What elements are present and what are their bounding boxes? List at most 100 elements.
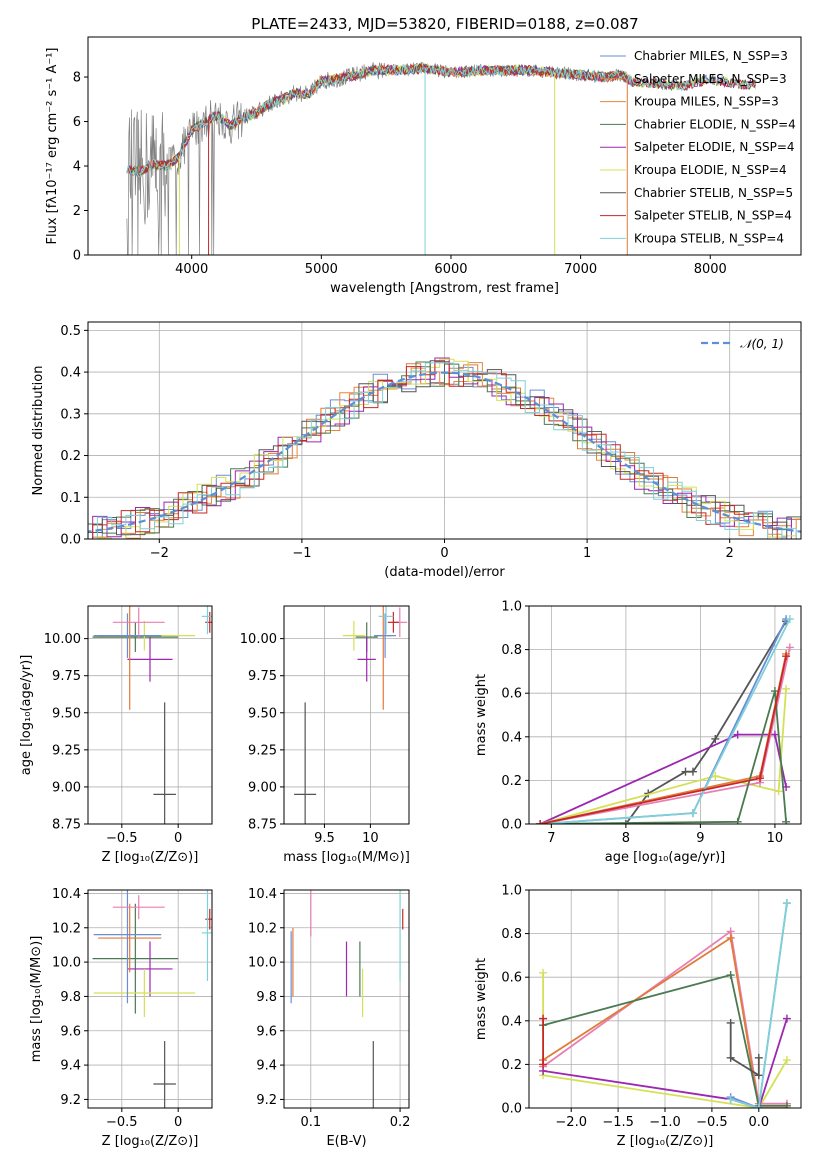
mass-weight-point xyxy=(726,1053,735,1062)
model-spectrum-line xyxy=(126,62,757,177)
y-axis-label: Normed distribution xyxy=(31,366,46,496)
mass-weight-point xyxy=(711,772,720,781)
mass-weight-vs-age-panel: 7 8 9 10 0.0 0.2 0.4 0.6 0.8 1.0 age [log₁₀(age/yr… xyxy=(474,600,802,865)
mass-weight-point xyxy=(774,787,783,796)
x-axis-label: age [log₁₀(age/yr)] xyxy=(605,850,726,865)
mass-weight-point xyxy=(782,1056,791,1065)
x-tick-label: 0.0 xyxy=(748,1115,769,1130)
mass-weight-point xyxy=(756,774,765,783)
x-tick-label: 0 xyxy=(174,1115,182,1130)
y-tick-label: 10.0 xyxy=(248,956,277,971)
x-tick-label: −0.5 xyxy=(106,831,138,846)
x-tick-label: 9.5 xyxy=(314,831,335,846)
y-tick-label: 9.4 xyxy=(256,1059,277,1074)
x-axis-label: (data-model)/error xyxy=(384,565,505,580)
y-axis-label: mass weight xyxy=(474,674,489,756)
mass-weight-line xyxy=(730,902,788,1108)
mass-weight-point xyxy=(733,817,742,824)
x-axis-label: Z [log₁₀(Z/Z⊙)] xyxy=(102,1134,199,1149)
legend-label: Salpeter STELIB, N_SSP=4 xyxy=(634,209,792,223)
y-tick-label: 9.50 xyxy=(52,706,81,721)
y-tick-label: 9.25 xyxy=(52,743,81,758)
mass-weight-point xyxy=(770,730,779,739)
mass-weight-point xyxy=(785,615,794,624)
mass-weight-point xyxy=(536,820,545,824)
plot-frame xyxy=(283,889,410,1109)
x-tick-label: −1.5 xyxy=(602,1115,634,1130)
y-axis-label: age [log₁₀(age/yr)] xyxy=(19,655,34,776)
x-tick-label: −0.5 xyxy=(696,1115,728,1130)
legend-label: 𝒩(0, 1) xyxy=(740,337,784,351)
y-tick-label: 0.0 xyxy=(501,1102,522,1117)
y-tick-label: 0.3 xyxy=(60,407,81,422)
y-tick-label: 10.00 xyxy=(240,632,277,647)
mass-weight-point xyxy=(621,820,630,824)
y-tick-label: 9.4 xyxy=(60,1059,81,1074)
x-tick-label: −2.0 xyxy=(555,1115,587,1130)
legend-label: Chabrier STELIB, N_SSP=5 xyxy=(634,186,793,200)
spectrum-title: PLATE=2433, MJD=53820, FIBERID=0188, z=0… xyxy=(251,15,638,33)
mass-weight-point xyxy=(681,767,690,776)
x-tick-label: 0 xyxy=(174,831,182,846)
y-tick-label: 9.75 xyxy=(248,669,277,684)
y-tick-label: 0.8 xyxy=(501,643,522,658)
legend-label: Chabrier ELODIE, N_SSP=4 xyxy=(634,117,796,131)
y-tick-label: 10.00 xyxy=(44,632,81,647)
x-tick-label: 0.2 xyxy=(390,1115,411,1130)
legend-label: Salpeter ELODIE, N_SSP=4 xyxy=(634,140,795,154)
plot-area xyxy=(536,615,794,824)
y-tick-label: 8.75 xyxy=(248,818,277,833)
y-tick-label: 10.2 xyxy=(52,921,81,936)
plot-area xyxy=(294,606,408,824)
mass-weight-point xyxy=(754,1104,763,1108)
mass-weight-point xyxy=(688,767,697,776)
y-tick-label: 9.8 xyxy=(256,990,277,1005)
plot-frame xyxy=(87,889,213,1109)
x-tick-label: 7 xyxy=(547,831,555,846)
y-tick-label: 0.4 xyxy=(501,1014,522,1029)
x-tick-label: −1.0 xyxy=(649,1115,681,1130)
y-tick-label: 6 xyxy=(73,115,81,130)
y-tick-label: 0.2 xyxy=(60,449,81,464)
mass-weight-point xyxy=(688,809,697,818)
plot-area xyxy=(126,61,757,255)
mass-vs-ebv-panel: 0.1 0.2 9.2 9.4 9.6 9.8 10.0 10.2 10.4 E(B-V) xyxy=(248,887,411,1149)
y-tick-label: 9.50 xyxy=(248,706,277,721)
y-tick-label: 0 xyxy=(73,249,81,264)
x-tick-label: 0.1 xyxy=(300,1115,321,1130)
y-tick-label: 0.5 xyxy=(60,324,81,339)
mass-weight-point xyxy=(770,687,779,696)
y-tick-label: 1.0 xyxy=(501,884,522,899)
y-axis-label: mass weight xyxy=(474,958,489,1040)
mass-weight-point xyxy=(754,1053,763,1062)
y-tick-label: 0.4 xyxy=(501,730,522,745)
mass-weight-line xyxy=(540,620,787,824)
y-tick-label: 9.00 xyxy=(248,780,277,795)
y-tick-label: 0.0 xyxy=(501,818,522,833)
x-tick-label: 4000 xyxy=(175,262,208,277)
x-tick-label: 8000 xyxy=(694,262,727,277)
x-axis-label: mass [log₁₀(M/M⊙)] xyxy=(283,850,410,865)
x-tick-label: 6000 xyxy=(434,262,467,277)
age-vs-metallicity-panel: −0.5 0 8.75 9.00 9.25 9.50 9.75 10.00 Z [log₁₀(Z… xyxy=(19,605,213,865)
plot-frame xyxy=(283,605,410,825)
mass-weight-point xyxy=(785,643,794,652)
x-axis-label: wavelength [Angstrom, rest frame] xyxy=(330,281,559,296)
plot-frame xyxy=(87,36,802,256)
x-tick-label: 10 xyxy=(767,831,784,846)
observed-spectrum xyxy=(126,61,633,255)
residual-histogram-step xyxy=(88,363,801,539)
y-tick-label: 10.0 xyxy=(52,956,81,971)
y-tick-label: 10.2 xyxy=(248,921,277,936)
x-tick-label: 8 xyxy=(622,831,630,846)
plot-frame xyxy=(528,889,802,1109)
mass-vs-metallicity-panel: −0.5 0 9.2 9.4 9.6 9.8 10.0 10.2 10.4 Z [log₁₀(Z/… xyxy=(29,887,213,1149)
mass-weight-line xyxy=(542,973,787,1107)
x-axis-label: Z [log₁₀(Z/Z⊙)] xyxy=(617,1134,714,1149)
mass-weight-vs-metallicity-panel: −2.0 −1.5 −1.0 −0.5 0.0 0.0 0.2 0.4 0.6 0.8 1.0 Z [… xyxy=(474,884,802,1149)
y-axis-label: mass [log₁₀(M/M⊙)] xyxy=(29,936,44,1063)
mass-weight-point xyxy=(539,968,548,977)
y-tick-label: 10.4 xyxy=(52,887,81,902)
mass-weight-point xyxy=(726,933,735,942)
